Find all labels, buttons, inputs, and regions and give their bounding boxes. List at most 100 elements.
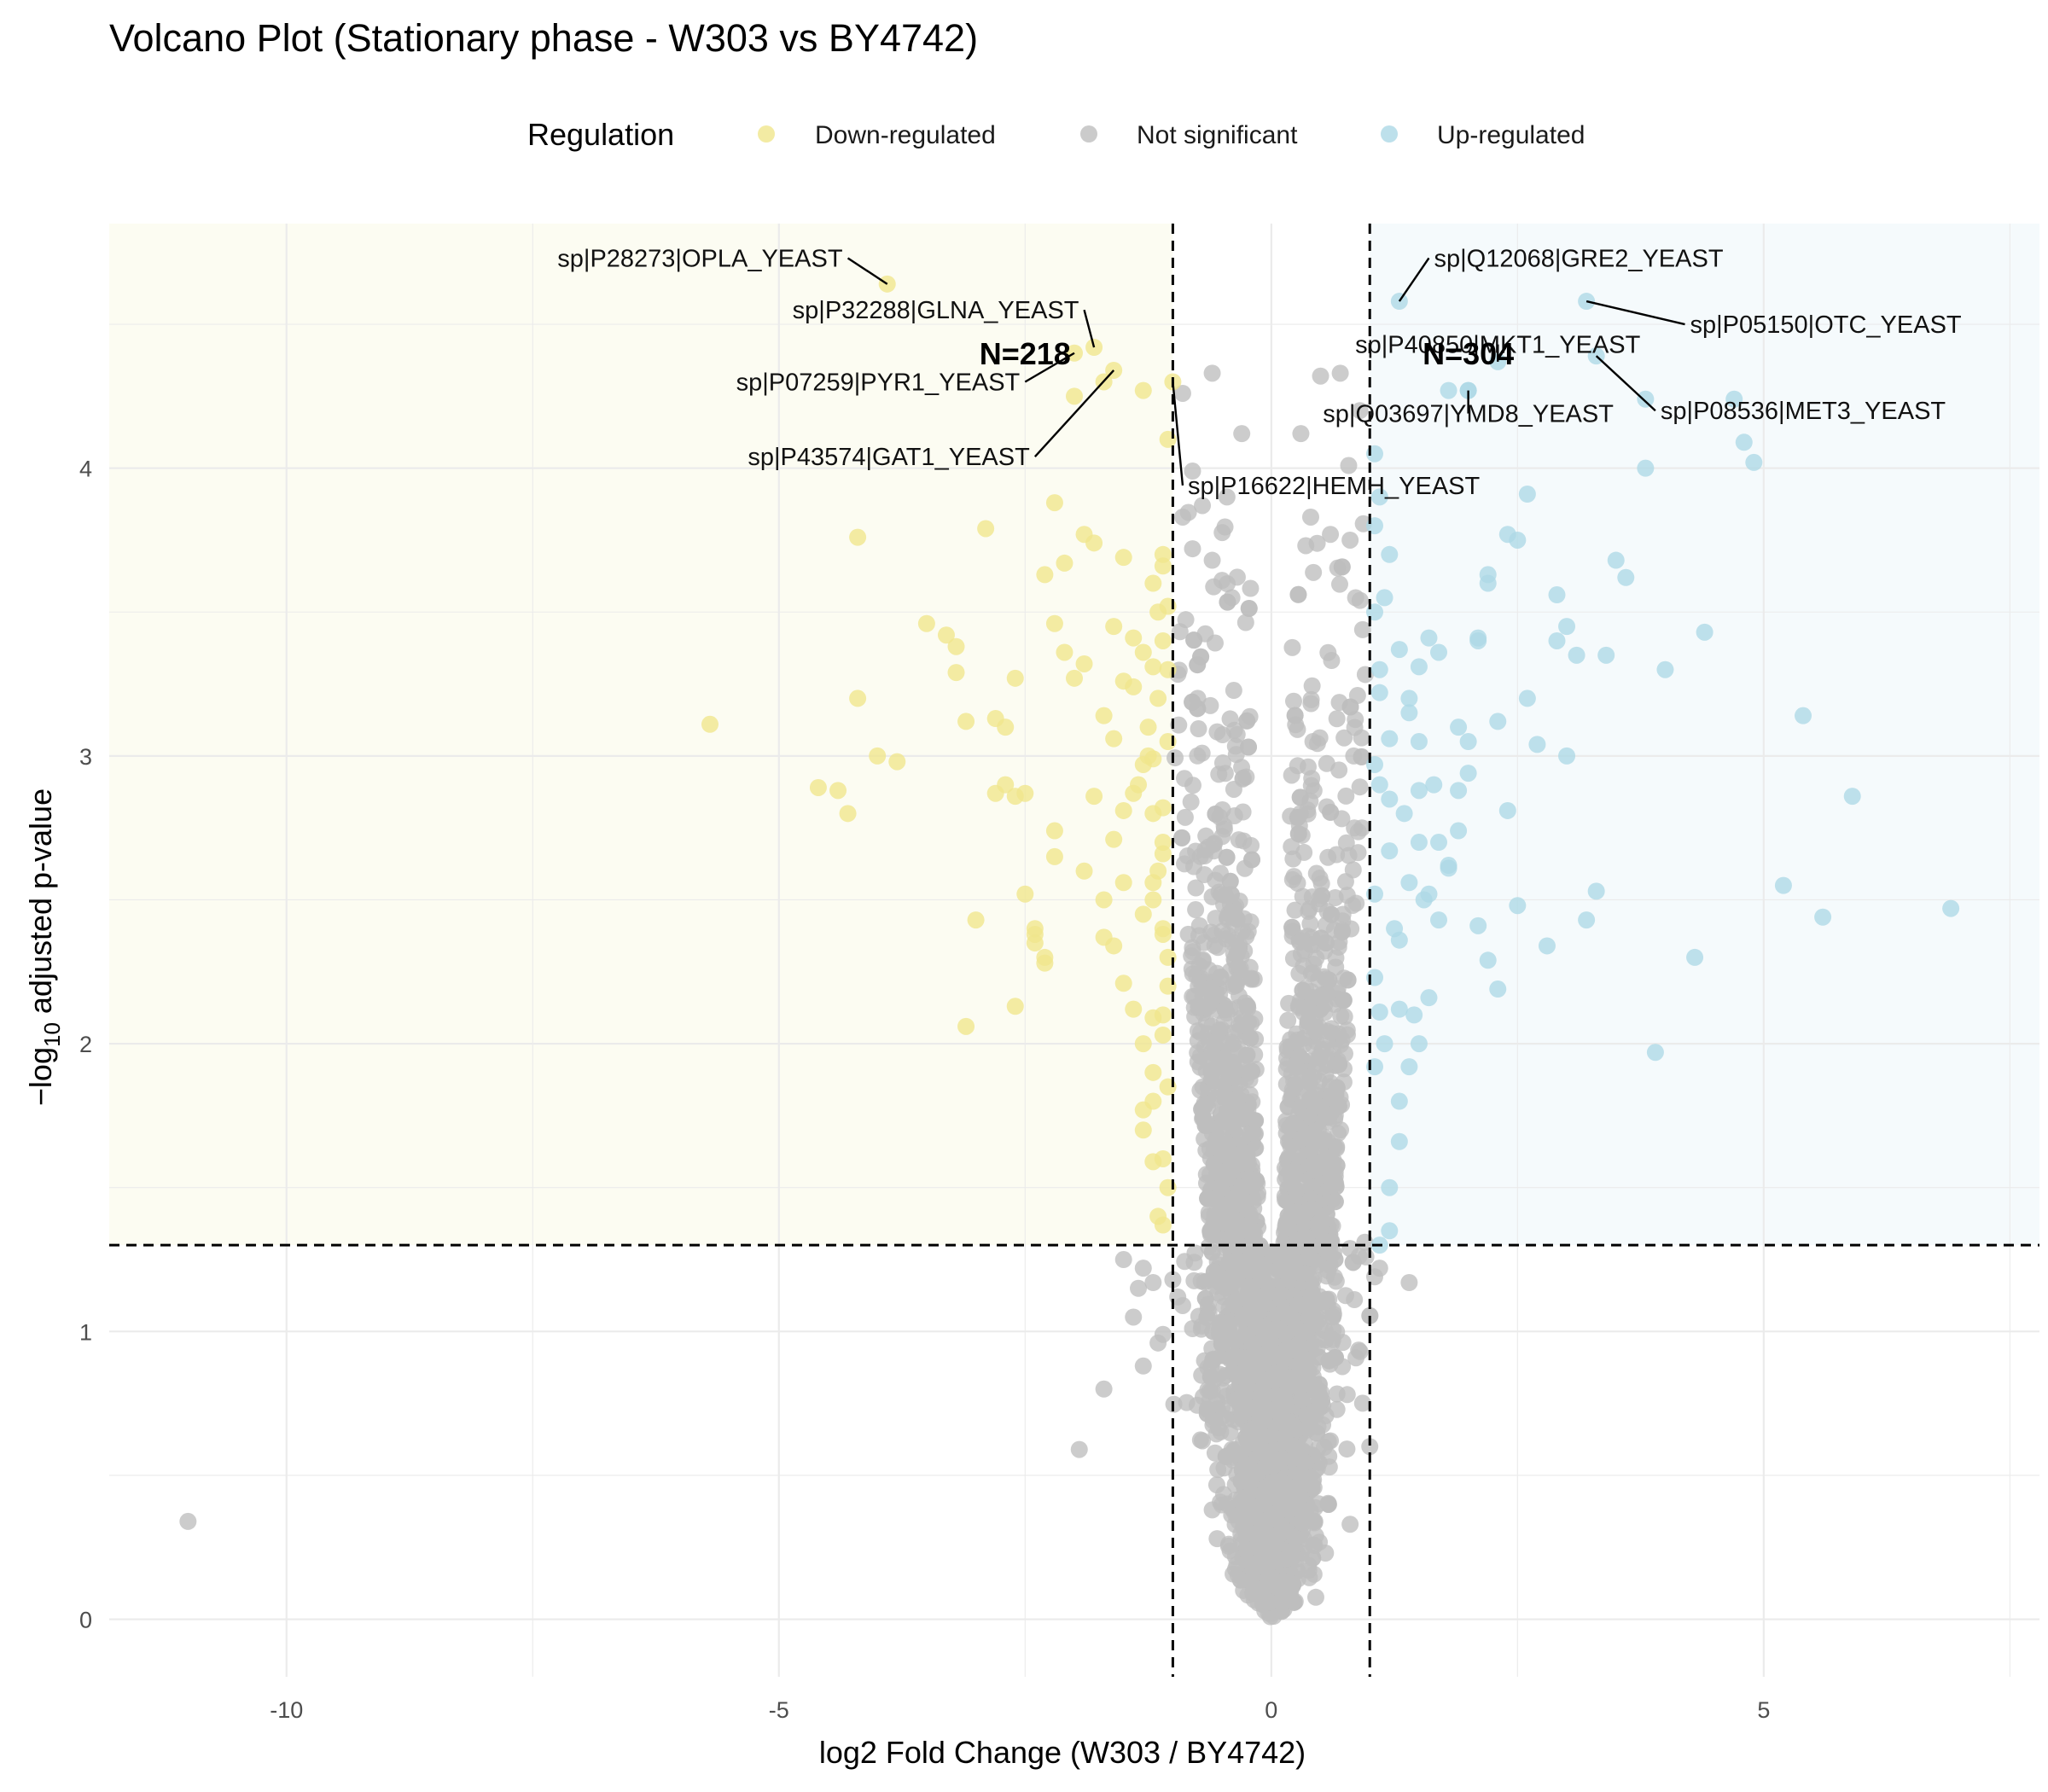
down-point — [1114, 549, 1132, 567]
ns-point — [1344, 896, 1362, 914]
ns-point — [1225, 682, 1242, 700]
down-point — [1125, 678, 1143, 695]
down-point — [1016, 885, 1034, 903]
y-tick-label: 4 — [79, 457, 92, 482]
up-point — [1440, 857, 1457, 875]
down-point — [1149, 689, 1167, 707]
down-point — [957, 1017, 975, 1035]
down-point — [701, 715, 719, 733]
ns-point — [1400, 1273, 1418, 1291]
down-point — [1125, 629, 1143, 647]
y-tick-label: 3 — [79, 744, 92, 770]
gene-label: sp|P08536|MET3_YEAST — [1661, 398, 1946, 425]
up-point — [1420, 629, 1438, 647]
ns-point — [1351, 402, 1369, 420]
ns-point — [1243, 1062, 1261, 1080]
ns-point — [1287, 1075, 1305, 1093]
ns-point — [1311, 1219, 1329, 1237]
ns-point — [1219, 1141, 1237, 1159]
down-point — [1144, 891, 1162, 909]
ns-point — [1330, 1056, 1348, 1073]
ns-point — [1283, 638, 1301, 656]
gene-label: sp|P32288|GLNA_YEAST — [793, 297, 1079, 324]
up-point — [1479, 951, 1497, 969]
ns-point — [1279, 1492, 1297, 1510]
down-point — [1144, 805, 1162, 823]
down-point — [1045, 847, 1063, 865]
ns-point — [1240, 1262, 1258, 1280]
ns-point — [1184, 1319, 1201, 1337]
ns-point — [1252, 1271, 1270, 1289]
ns-point — [1191, 998, 1209, 1016]
ns-point — [1193, 1100, 1211, 1118]
ns-point — [1319, 1495, 1337, 1513]
y-axis-title: −log10 adjusted p-value — [23, 788, 65, 1106]
down-point — [917, 614, 935, 632]
up-point — [1568, 646, 1585, 664]
ns-point — [1313, 887, 1331, 905]
ns-point — [1257, 1457, 1275, 1475]
ns-point — [1289, 825, 1307, 843]
x-tick-label: 5 — [1757, 1697, 1770, 1723]
ns-point — [1290, 1048, 1308, 1066]
down-point — [937, 626, 955, 644]
gridlines — [109, 224, 2039, 1677]
ns-point — [1238, 1108, 1256, 1126]
ns-point — [1220, 1114, 1238, 1132]
ns-point — [1231, 969, 1248, 987]
ns-point — [1302, 695, 1320, 713]
ns-point — [1203, 1382, 1221, 1399]
gene-label: sp|P43574|GAT1_YEAST — [748, 444, 1030, 471]
ns-point — [1189, 747, 1207, 765]
ns-point — [1070, 1440, 1088, 1458]
ns-point — [1198, 1051, 1216, 1069]
ns-point — [1336, 1287, 1354, 1305]
down-point — [1154, 545, 1172, 563]
down-point — [1056, 643, 1073, 661]
ns-point — [1223, 589, 1241, 607]
up-point — [1370, 1004, 1388, 1021]
ns-point — [1353, 1394, 1371, 1412]
ns-point — [1199, 1295, 1217, 1313]
up-point — [1450, 782, 1468, 800]
ns-point — [1173, 829, 1191, 847]
label-leader — [847, 257, 888, 285]
ns-point — [1286, 1162, 1304, 1180]
up-point — [1381, 790, 1399, 808]
data-points — [179, 275, 1960, 1626]
ns-point — [1353, 819, 1371, 837]
up-region-shading — [1370, 224, 2039, 1246]
x-axis-title: log2 Fold Change (W303 / BY4742) — [819, 1735, 1306, 1770]
down-point — [1036, 566, 1054, 584]
up-point — [1410, 658, 1428, 676]
ns-point — [1279, 1011, 1297, 1029]
up-point — [1735, 433, 1753, 451]
ns-point — [1328, 1385, 1346, 1403]
ns-point — [1207, 1425, 1225, 1443]
gene-label: sp|P16622|HEMH_YEAST — [1188, 473, 1481, 500]
x-axis-ticks: -10 -5 0 5 — [270, 1697, 1770, 1723]
ns-point — [1341, 1516, 1359, 1533]
ns-point — [1187, 879, 1205, 897]
ns-point — [1330, 761, 1348, 779]
down-point — [809, 778, 827, 796]
ns-point — [1242, 579, 1260, 597]
up-point — [1558, 747, 1576, 765]
ns-point — [1277, 1417, 1295, 1435]
ns-point — [1322, 803, 1340, 821]
up-point — [1370, 660, 1388, 678]
up-point — [1942, 899, 1960, 917]
ns-point — [1207, 805, 1225, 823]
up-point — [1498, 526, 1516, 544]
ns-point — [1351, 1342, 1369, 1360]
ns-point — [1277, 1192, 1295, 1210]
ns-point — [1310, 1348, 1328, 1366]
down-point — [1006, 669, 1024, 687]
down-point — [1095, 707, 1113, 724]
y-axis-title-prefix: −log — [23, 1047, 58, 1106]
ns-point — [1184, 540, 1201, 558]
ns-point — [1207, 1476, 1225, 1494]
ns-point — [1228, 1367, 1246, 1385]
ns-point — [1331, 364, 1349, 382]
down-point — [1134, 1121, 1152, 1139]
